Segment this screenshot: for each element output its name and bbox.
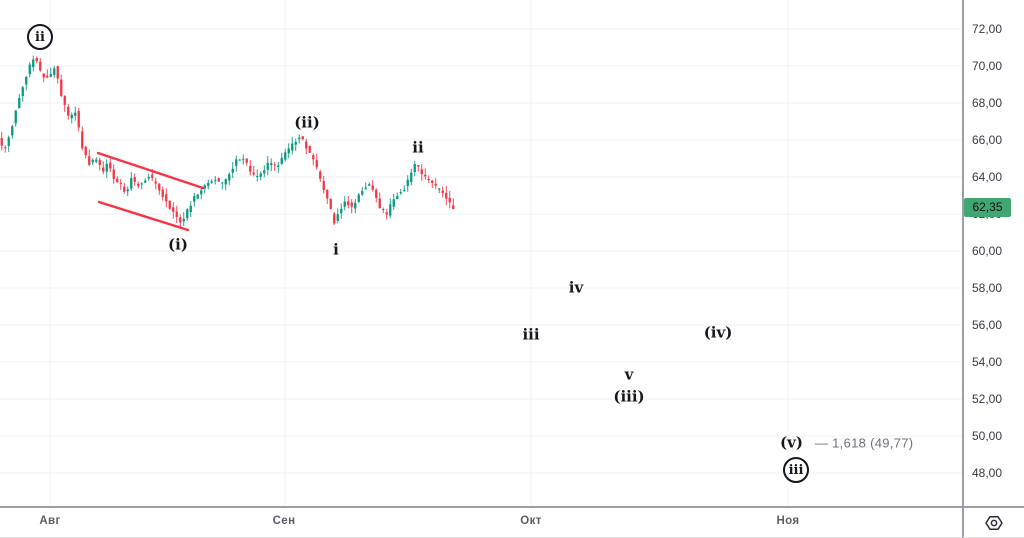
price-axis[interactable]: 62,35 72,0070,0068,0066,0064,0062,0060,0… [962, 0, 1024, 506]
wave-label-text: iv [568, 278, 584, 297]
wave-label-text: v [624, 365, 634, 384]
wave-label-i[interactable]: i [333, 240, 339, 259]
price-tick: 50,00 [972, 429, 1003, 443]
price-tick: 60,00 [972, 244, 1003, 258]
wave-label-ii-circled[interactable]: ii [27, 24, 53, 50]
wave-label-ii[interactable]: (ii) [294, 113, 320, 132]
price-tick: 58,00 [972, 281, 1003, 295]
time-axis[interactable]: Авг Сен Окт Ноя [0, 506, 962, 538]
wave-label-iii-circled[interactable]: iii [783, 457, 809, 483]
time-axis-label: Окт [520, 515, 542, 527]
price-scale-settings-button[interactable] [982, 513, 1006, 533]
grid-layer [0, 0, 962, 506]
wave-label-i[interactable]: (i) [168, 235, 188, 254]
wave-label-text: (v) [780, 433, 803, 452]
price-tick: 72,00 [972, 22, 1003, 36]
price-tick: 66,00 [972, 133, 1003, 147]
wave-label-text: i [333, 240, 339, 259]
price-scale-settings-cell [962, 506, 1024, 538]
wave-label-text: (iii) [613, 387, 645, 406]
wave-label-ii[interactable]: ii [412, 138, 424, 157]
trend-channel[interactable] [96, 151, 205, 232]
price-tick: 52,00 [972, 392, 1003, 406]
last-price-label: 62,35 [964, 198, 1011, 218]
wave-label-text: ii [35, 29, 45, 45]
candlestick-chart[interactable] [0, 0, 962, 506]
wave-label-iii[interactable]: iii [522, 325, 540, 344]
gear-icon [985, 515, 1003, 530]
wave-label-v[interactable]: v [624, 365, 634, 384]
time-axis-label: Ноя [776, 515, 800, 527]
price-tick: 56,00 [972, 318, 1003, 332]
wave-label-v[interactable]: (v) — 1,618 (49,77) [780, 433, 914, 452]
wave-label-text: ii [412, 138, 424, 157]
price-tick: 48,00 [972, 466, 1003, 480]
wave-label-text: (i) [168, 235, 188, 254]
wave-label-text: iii [522, 325, 540, 344]
wave-label-iii[interactable]: (iii) [613, 387, 645, 406]
time-axis-label: Сен [272, 515, 296, 527]
price-tick: 70,00 [972, 59, 1003, 73]
wave-label-iv[interactable]: iv [568, 278, 584, 297]
wave-label-text: (ii) [294, 113, 320, 132]
fib-extension-note: — 1,618 (49,77) [814, 435, 914, 451]
wave-label-text: iii [788, 462, 804, 478]
price-tick: 68,00 [972, 96, 1003, 110]
wave-label-text: (iv) [703, 323, 733, 342]
price-tick: 54,00 [972, 355, 1003, 369]
price-tick: 64,00 [972, 170, 1003, 184]
time-axis-label: Авг [39, 515, 61, 527]
chart-plot-area[interactable]: ii (ii) ii (i) i iv iii (iv) v (iii) (v) — 1,618 (4… [0, 0, 962, 506]
wave-label-iv[interactable]: (iv) [703, 323, 733, 342]
candles-layer [0, 55, 455, 229]
